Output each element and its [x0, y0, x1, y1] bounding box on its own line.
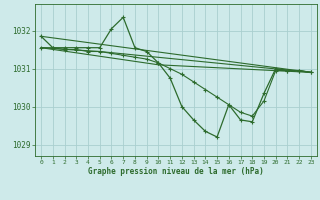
X-axis label: Graphe pression niveau de la mer (hPa): Graphe pression niveau de la mer (hPa)	[88, 167, 264, 176]
